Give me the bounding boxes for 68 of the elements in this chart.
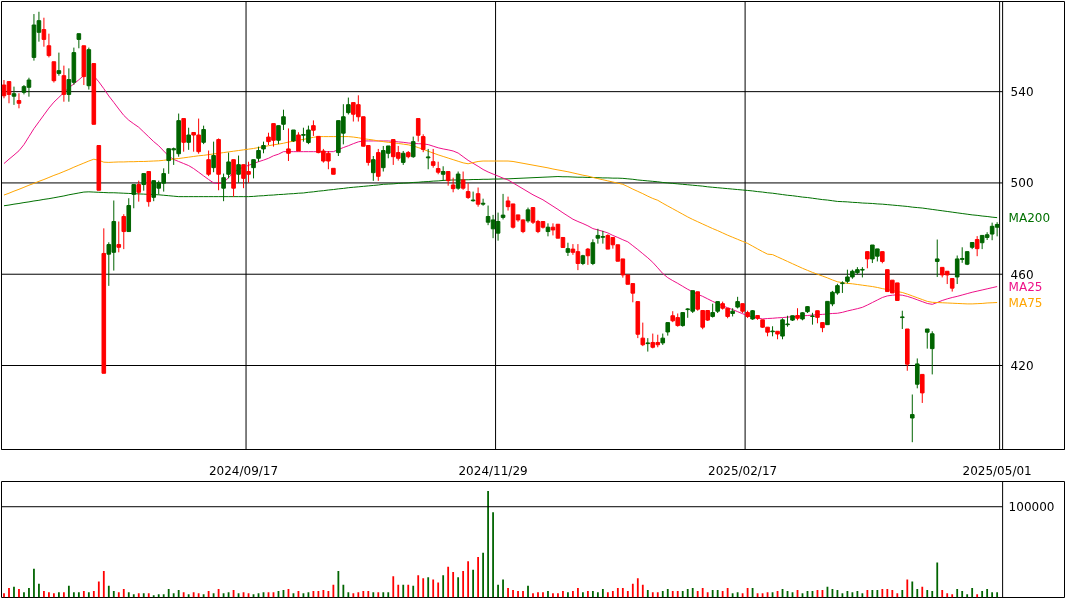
candlestick xyxy=(410,136,416,159)
candlestick xyxy=(425,148,431,170)
candlestick xyxy=(151,180,157,202)
candlestick xyxy=(565,242,571,257)
candlestick xyxy=(375,148,381,182)
candlestick xyxy=(116,221,122,253)
candlestick xyxy=(924,328,930,350)
y-tick-label: 500 xyxy=(1010,176,1034,191)
candlestick xyxy=(26,77,32,98)
candlestick xyxy=(6,81,12,104)
x-tick-label: 2025/05/01 xyxy=(962,463,1032,478)
candlestick xyxy=(640,322,646,347)
candlestick xyxy=(590,238,596,266)
candlestick xyxy=(211,141,216,173)
candlestick xyxy=(695,291,700,312)
candlestick xyxy=(430,148,436,169)
series-label: MA25 xyxy=(1008,279,1043,294)
candlestick xyxy=(286,127,291,162)
candlestick xyxy=(934,239,940,278)
candlestick xyxy=(226,152,231,179)
candlestick xyxy=(480,198,486,207)
candlestick xyxy=(201,125,206,145)
candlestick xyxy=(206,150,211,177)
text: 100000 xyxy=(1008,500,1055,515)
candlestick xyxy=(16,92,22,109)
candlestick xyxy=(550,222,556,236)
candlestick xyxy=(974,235,980,257)
candlestick xyxy=(595,228,601,245)
candlestick xyxy=(121,213,127,250)
candlestick xyxy=(56,52,62,77)
candlestick xyxy=(296,131,301,152)
candlestick xyxy=(415,118,421,143)
candlestick xyxy=(919,373,925,404)
candlestick xyxy=(61,65,67,103)
y-tick-label: 540 xyxy=(1010,85,1034,100)
candlestick xyxy=(136,180,142,203)
candlestick xyxy=(186,127,191,151)
candlestick xyxy=(914,357,920,389)
candlestick xyxy=(1,79,7,99)
candlestick xyxy=(251,159,256,179)
candlestick xyxy=(994,221,1000,237)
candlestick xyxy=(500,193,506,220)
candlestick xyxy=(645,337,651,353)
y-tick-label: 460 xyxy=(1010,267,1034,282)
candlestick xyxy=(465,182,471,200)
candlestick xyxy=(510,203,516,230)
candlestick xyxy=(495,212,501,242)
series-label: MA75 xyxy=(1008,295,1043,310)
x-tick-label: 2025/02/17 xyxy=(708,463,778,478)
y-tick-label: 420 xyxy=(1010,359,1034,374)
candlestick xyxy=(76,33,82,49)
series-label: MA200 xyxy=(1008,210,1051,225)
candlestick xyxy=(236,155,241,184)
candlestick xyxy=(281,109,286,131)
candlestick xyxy=(909,394,915,443)
x-tick-label: 2024/09/17 xyxy=(208,463,279,478)
candlestick xyxy=(181,118,186,153)
x-tick-label: 2024/11/29 xyxy=(458,463,528,478)
candlestick xyxy=(900,310,905,330)
candlestick xyxy=(929,330,935,375)
candlestick xyxy=(51,61,57,84)
candlestick xyxy=(475,187,481,208)
candlestick xyxy=(470,191,476,203)
candlestick xyxy=(585,247,591,266)
candlestick xyxy=(11,86,17,106)
candlestick xyxy=(131,184,137,209)
candlestick xyxy=(276,125,281,145)
candlestick xyxy=(371,155,376,182)
